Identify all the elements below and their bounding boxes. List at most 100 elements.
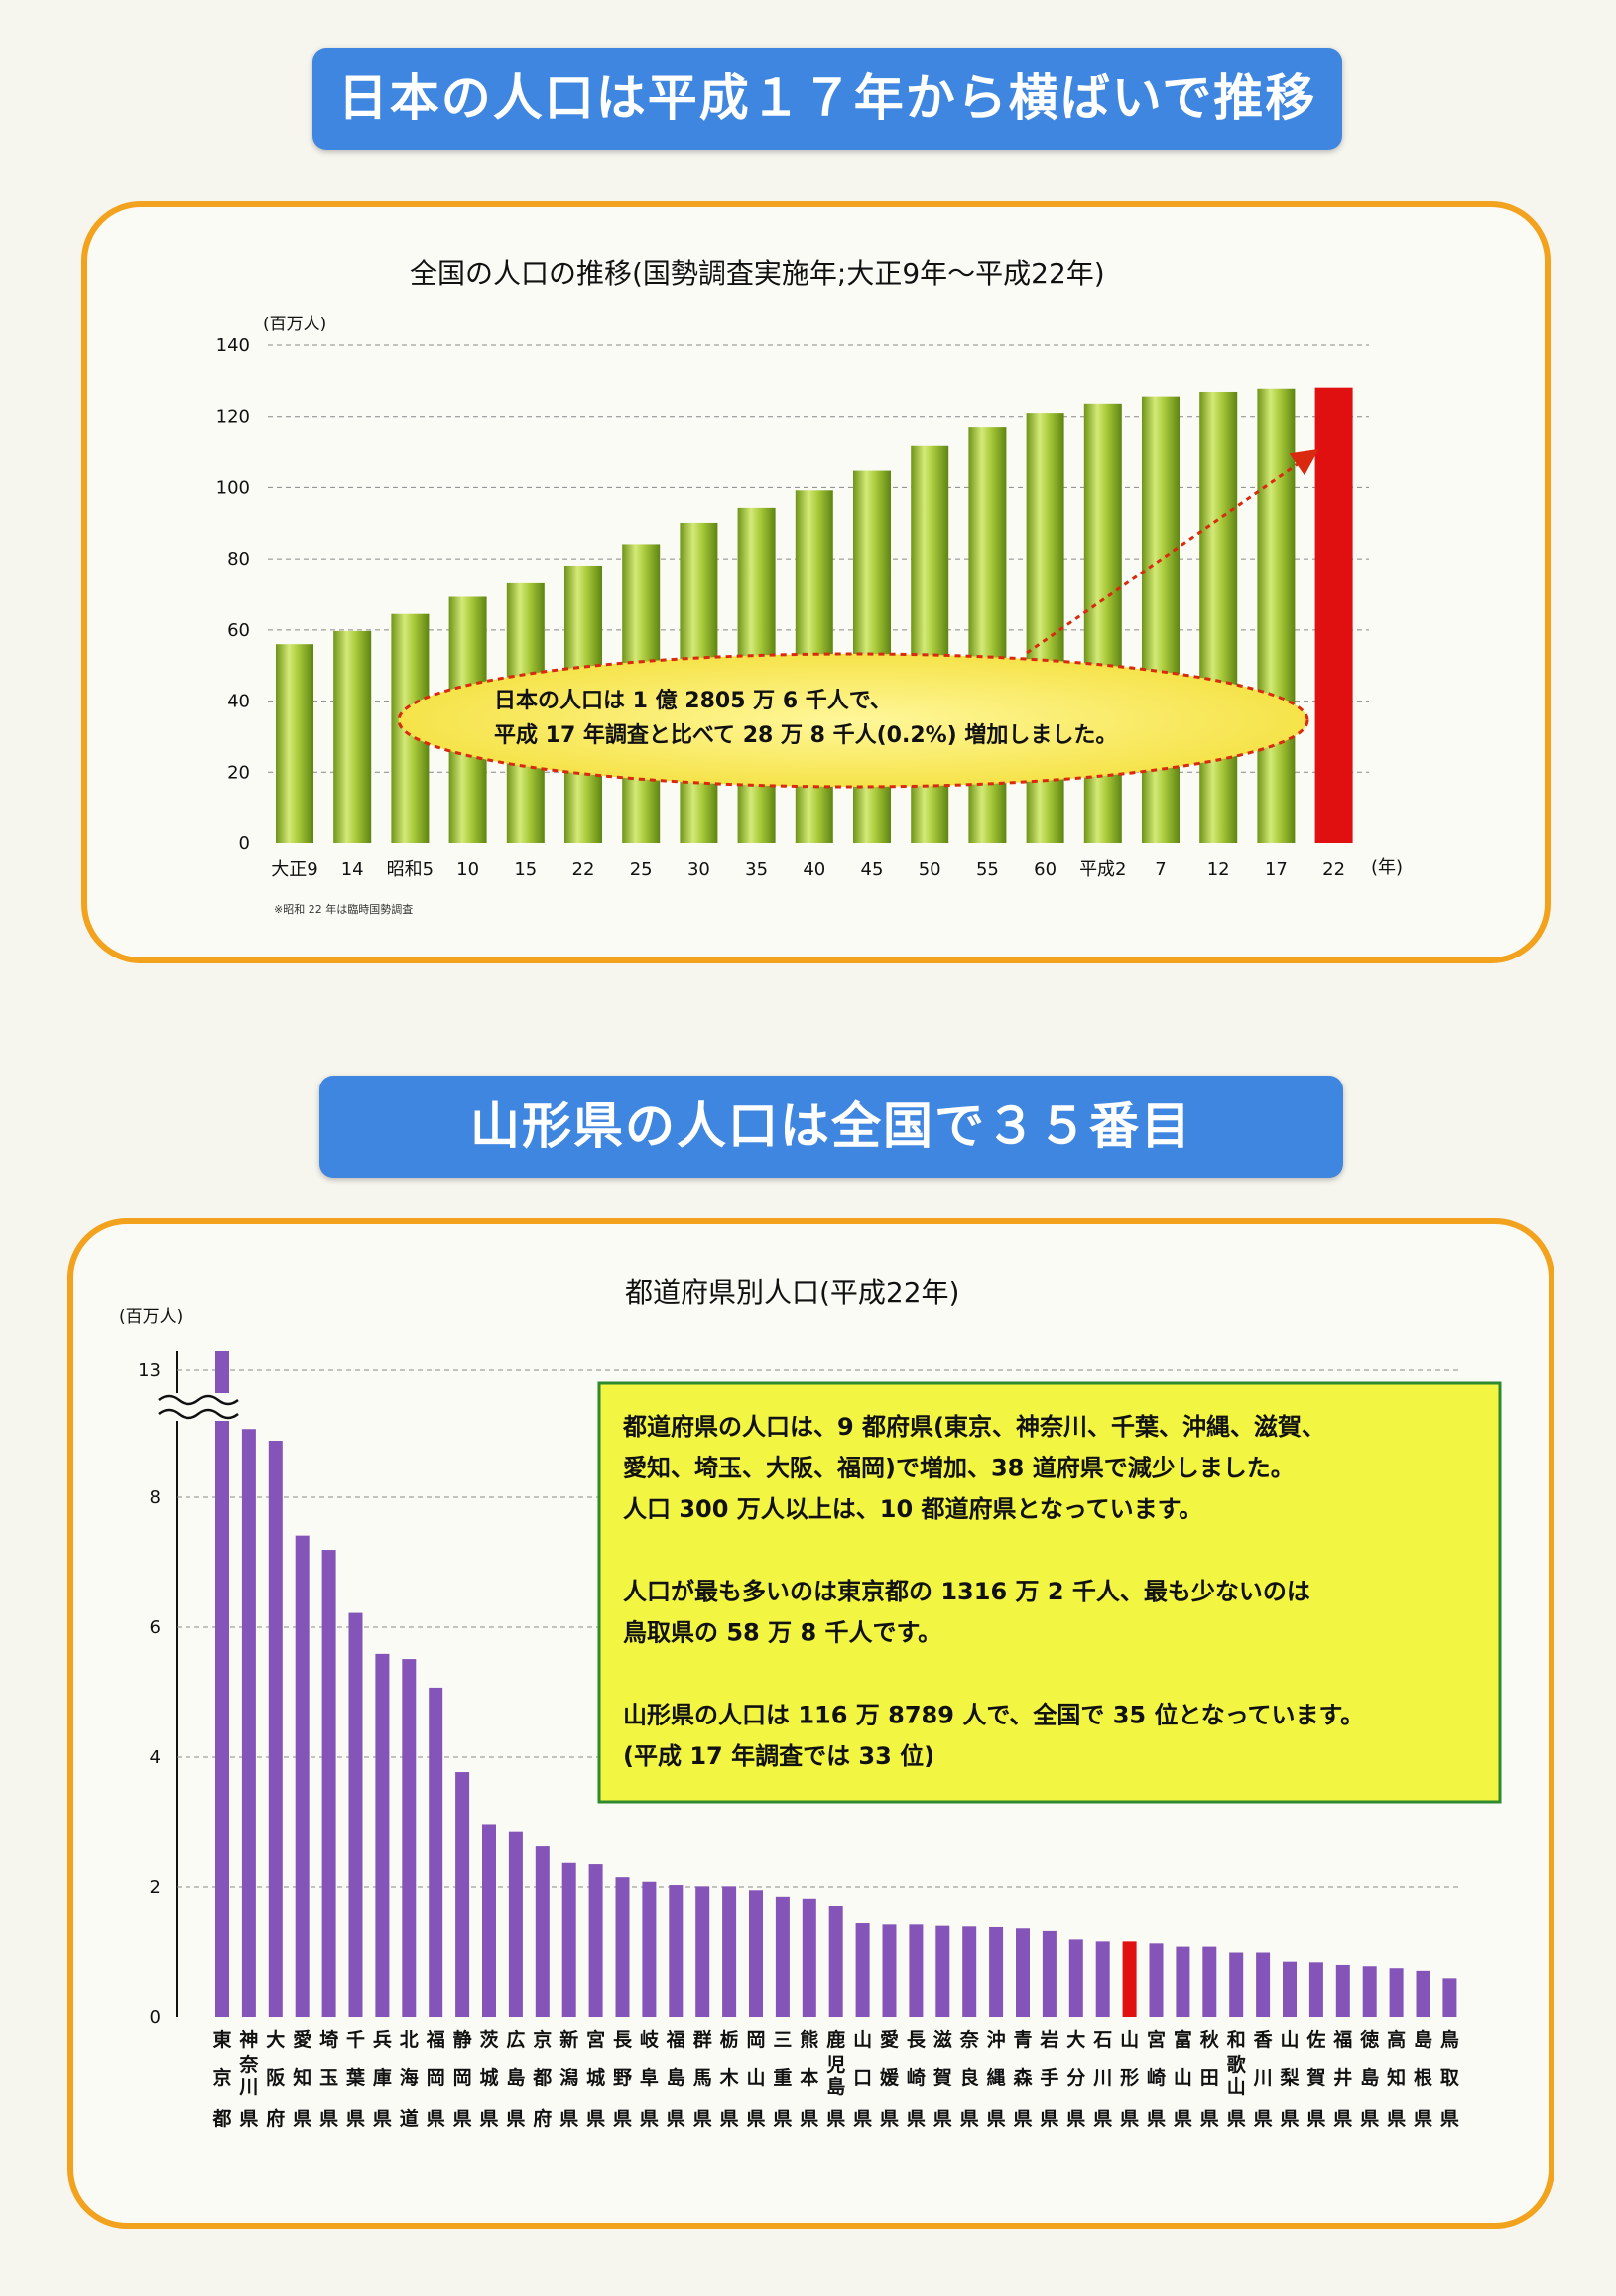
bar [333,630,372,843]
x-tick-label: 22 [1322,859,1345,880]
x-tick-label: 山 [853,2029,872,2051]
x-tick-label: 大 [266,2028,285,2051]
x-tick-label: 県 [293,2108,311,2130]
x-tick-label: 兵 [373,2029,392,2051]
x-tick-label: 分 [1066,2067,1085,2089]
x-tick-label: 栃 [720,2028,739,2051]
y-tick-label: 80 [227,549,250,570]
x-tick-label: 県 [960,2108,979,2130]
x-tick-label: 県 [1333,2108,1352,2130]
x-tick-label: 県 [800,2108,818,2130]
x-tick-label: 群 [692,2028,712,2051]
x-tick-label: 島 [667,2066,685,2089]
x-tick-label: 宮 [586,2028,605,2051]
x-tick-label: 阜 [640,2066,659,2089]
textbox-line: (平成 17 年調査では 33 位) [623,1742,934,1770]
x-tick-label: 県 [559,2108,578,2130]
bar [989,1926,1004,2017]
x-tick-label: 府 [533,2107,552,2130]
x-tick-label: 県 [373,2108,392,2130]
x-tick-label: 県 [506,2108,525,2130]
bar [321,1550,336,2017]
x-tick-label: 県 [987,2108,1006,2130]
chart1-ylabel: (百万人) [263,315,326,334]
chart1-title: 全国の人口の推移(国勢調査実施年;大正9年～平成22年) [410,257,1105,290]
x-tick-label: 新 [559,2028,578,2051]
bar [695,1886,710,2017]
chart2-ylabel: (百万人) [119,1307,183,1327]
bar [1149,1943,1164,2017]
x-tick-label: 岩 [1039,2028,1058,2051]
bar [215,1351,229,2017]
x-tick-label: 三 [773,2029,792,2051]
x-tick-label: 島 [826,2075,845,2098]
y-tick-label: 40 [227,692,250,712]
bar [802,1898,816,2017]
x-tick-label: 都 [211,2108,231,2130]
x-tick-label: 県 [1147,2108,1166,2130]
x-tick-label: 野 [613,2067,632,2089]
top-banner: 日本の人口は平成１７年から横ばいで推移 [312,48,1342,150]
bar [276,644,313,843]
y-tick-label: 120 [216,407,250,428]
x-tick-label: 福 [666,2028,685,2051]
x-tick-label: 45 [861,859,884,880]
x-tick-label: 取 [1440,2067,1459,2089]
bar [348,1612,363,2017]
x-tick-label: 潟 [559,2067,578,2089]
bar [268,1441,283,2017]
x-tick-label: 大正9 [271,859,317,880]
x-tick-label: 17 [1265,859,1288,880]
x-tick-label: 福 [1332,2028,1352,2051]
x-tick-label: 京 [533,2028,552,2051]
bar [561,1862,576,2017]
x-tick-label: 島 [1360,2066,1379,2089]
x-tick-label: 岡 [427,2067,445,2089]
x-tick-label: 徳 [1359,2028,1379,2051]
x-tick-label: 県 [640,2108,659,2130]
x-tick-label: 縄 [987,2066,1006,2089]
x-tick-label: 良 [960,2066,979,2089]
bar [882,1924,897,2017]
bar [1389,1968,1404,2017]
x-tick-label: 大 [1066,2028,1085,2051]
textbox-line: 人口が最も多いのは東京都の 1316 万 2 千人、最も少ないのは [623,1578,1310,1605]
bar [429,1687,443,2017]
x-tick-label: 昭和5 [387,859,434,880]
bar [295,1535,310,2017]
bar-highlight [1314,387,1353,843]
x-tick-label: 山 [1174,2067,1192,2089]
x-tick-label: 7 [1155,859,1166,880]
x-tick-label: 島 [506,2066,525,2089]
x-tick-label: 知 [1387,2066,1406,2089]
x-tick-label: 玉 [319,2067,338,2089]
bar [775,1896,790,2017]
x-tick-label: 15 [514,859,537,880]
x-tick-label: 山 [1120,2029,1139,2051]
bar [1042,1930,1057,2017]
x-tick-label: 葉 [345,2067,366,2089]
y-tick-label: 20 [227,762,250,783]
x-tick-label: 重 [773,2067,792,2089]
x-tick-label: 県 [933,2108,952,2130]
x-tick-label: 岐 [640,2029,660,2051]
x-tick-label: 県 [1066,2108,1085,2130]
x-tick-label: 鹿 [826,2028,845,2051]
bar [909,1924,924,2017]
x-tick-label: 埼 [319,2028,338,2051]
callout-arrow [1026,448,1319,655]
x-tick-label: 長 [613,2029,633,2051]
chart2-textbox [597,1381,1502,1804]
bar [1442,1978,1457,2017]
x-tick-label: 奈 [959,2028,980,2051]
x-tick-label: 都 [532,2067,552,2089]
x-tick-label: 県 [1306,2108,1325,2130]
y-tick-label: 100 [216,477,250,498]
chart1-note: ※昭和 22 年は臨時国勢調査 [274,902,413,916]
x-tick-label: 賀 [932,2067,952,2089]
x-tick-label: 沖 [987,2028,1006,2051]
x-tick-label: 児 [825,2054,845,2076]
x-tick-label: 県 [1387,2108,1406,2130]
x-tick-label: 25 [630,859,653,880]
x-tick-label: 崎 [907,2066,926,2089]
